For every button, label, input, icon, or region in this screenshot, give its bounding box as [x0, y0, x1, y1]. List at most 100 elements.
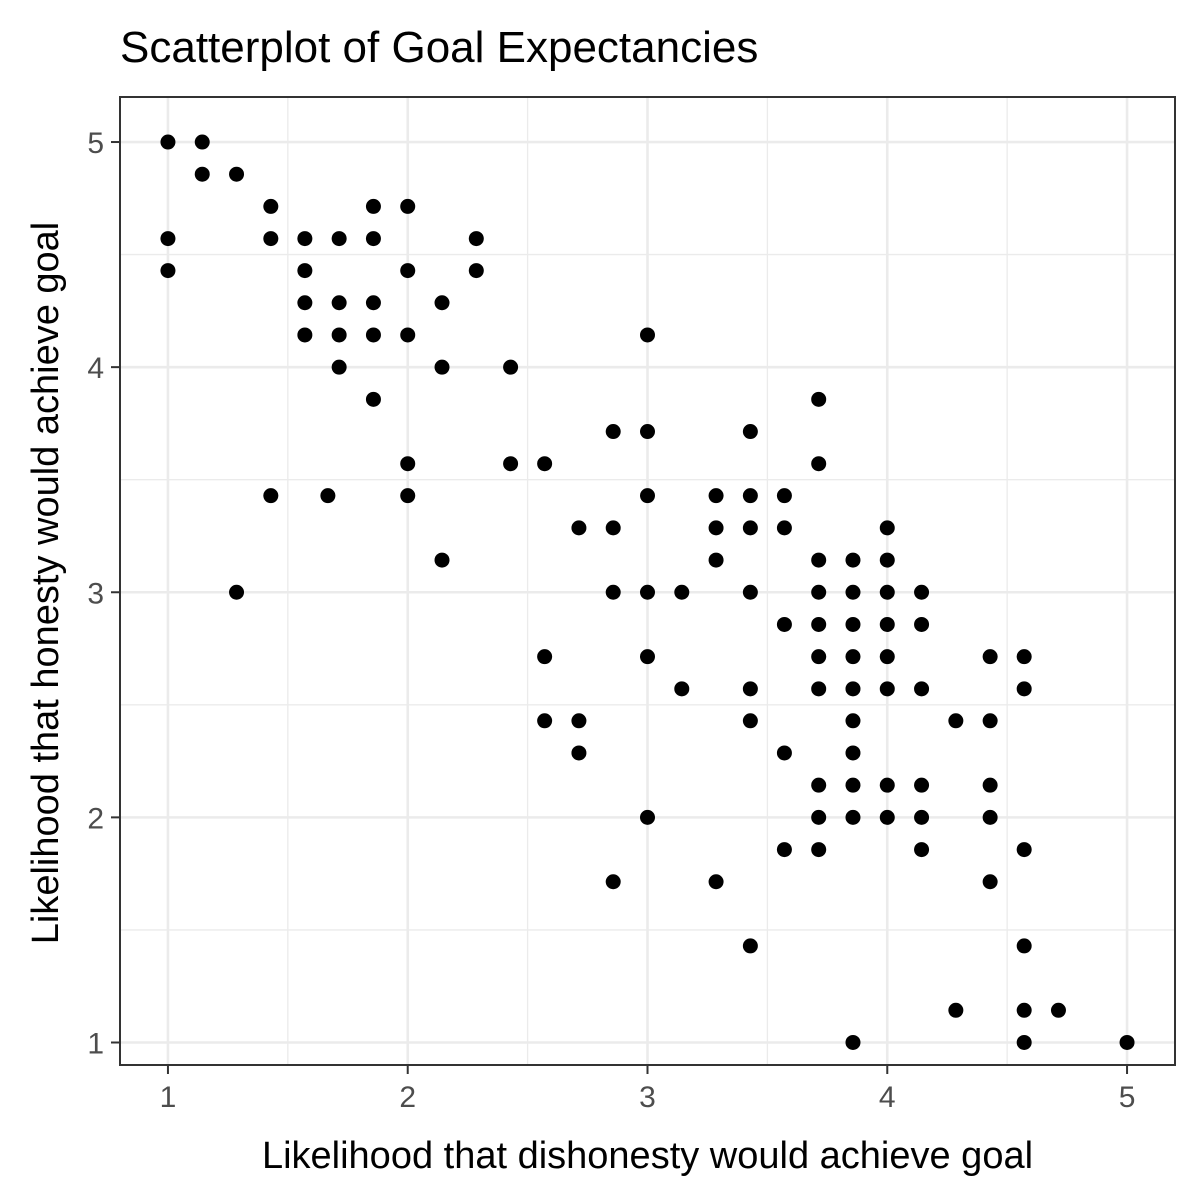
data-point — [742, 713, 758, 729]
x-tick-label: 2 — [399, 1081, 416, 1114]
data-point — [331, 327, 347, 343]
data-point — [914, 842, 930, 858]
data-point — [914, 809, 930, 825]
y-axis-label: Likelihood that honesty would achieve go… — [25, 222, 67, 945]
data-point — [811, 842, 827, 858]
data-point — [914, 777, 930, 793]
y-tick-label: 4 — [87, 352, 104, 385]
data-point — [1016, 681, 1032, 697]
tick-labels: 1 2 3 4 5 1 2 3 4 5 — [87, 127, 1135, 1114]
data-point — [640, 809, 655, 825]
data-point — [229, 166, 245, 182]
data-point — [160, 231, 176, 247]
data-point — [879, 809, 895, 825]
data-point — [571, 713, 587, 729]
data-point — [434, 295, 450, 311]
data-point — [914, 584, 930, 600]
data-point — [674, 584, 690, 600]
data-point — [503, 456, 519, 472]
data-point — [742, 681, 758, 697]
data-point — [365, 198, 381, 214]
data-point — [331, 295, 347, 311]
data-point — [640, 327, 655, 343]
data-point — [571, 745, 587, 761]
data-point — [605, 874, 621, 890]
data-point — [742, 488, 758, 504]
data-point — [365, 231, 381, 247]
data-point — [982, 649, 998, 665]
y-tick-label: 3 — [87, 577, 104, 610]
data-point — [948, 713, 964, 729]
data-point — [811, 391, 827, 407]
data-point — [1016, 842, 1032, 858]
data-point — [1016, 1002, 1032, 1018]
data-point — [776, 842, 792, 858]
data-point — [297, 231, 313, 247]
chart-title: Scatterplot of Goal Expectancies — [120, 23, 758, 72]
data-point — [845, 616, 861, 632]
data-point — [948, 1002, 964, 1018]
data-point — [1119, 1034, 1135, 1050]
data-point — [640, 488, 655, 504]
data-point — [571, 520, 587, 536]
data-point — [194, 166, 210, 182]
data-point — [776, 616, 792, 632]
data-point — [365, 327, 381, 343]
data-point — [320, 488, 336, 504]
data-point — [811, 681, 827, 697]
data-point — [708, 874, 724, 890]
data-point — [468, 263, 484, 279]
data-point — [845, 713, 861, 729]
data-point — [776, 745, 792, 761]
data-point — [845, 649, 861, 665]
data-point — [811, 809, 827, 825]
data-point — [503, 359, 519, 375]
data-point — [845, 777, 861, 793]
axis-ticks — [111, 141, 1129, 1074]
data-point — [879, 777, 895, 793]
data-point — [708, 520, 724, 536]
data-point — [845, 1034, 861, 1050]
data-point — [742, 584, 758, 600]
data-point — [982, 713, 998, 729]
data-point — [331, 231, 347, 247]
data-point — [297, 263, 313, 279]
y-tick-label: 5 — [87, 127, 104, 160]
data-point — [982, 809, 998, 825]
data-point — [434, 552, 450, 568]
data-point — [776, 520, 792, 536]
data-point — [879, 584, 895, 600]
data-point — [845, 745, 861, 761]
data-point — [811, 649, 827, 665]
data-point — [297, 295, 313, 311]
data-point — [879, 520, 895, 536]
data-point — [742, 520, 758, 536]
x-tick-label: 3 — [639, 1081, 656, 1114]
data-point — [640, 424, 655, 440]
data-point — [708, 552, 724, 568]
data-point — [879, 552, 895, 568]
data-point — [811, 777, 827, 793]
data-point — [400, 488, 416, 504]
data-point — [811, 456, 827, 472]
data-point — [640, 584, 655, 600]
data-point — [845, 681, 861, 697]
data-point — [742, 938, 758, 954]
data-point — [845, 552, 861, 568]
data-point — [879, 616, 895, 632]
data-point — [776, 488, 792, 504]
data-point — [400, 456, 416, 472]
y-tick-label: 1 — [87, 1027, 104, 1060]
x-tick-label: 1 — [160, 1081, 177, 1114]
data-point — [1016, 649, 1032, 665]
data-point — [845, 809, 861, 825]
data-point — [365, 391, 381, 407]
data-point — [331, 359, 347, 375]
data-point — [982, 777, 998, 793]
data-point — [982, 874, 998, 890]
data-point — [194, 134, 210, 150]
data-point — [605, 584, 621, 600]
data-point — [400, 263, 416, 279]
x-tick-label: 4 — [879, 1081, 896, 1114]
